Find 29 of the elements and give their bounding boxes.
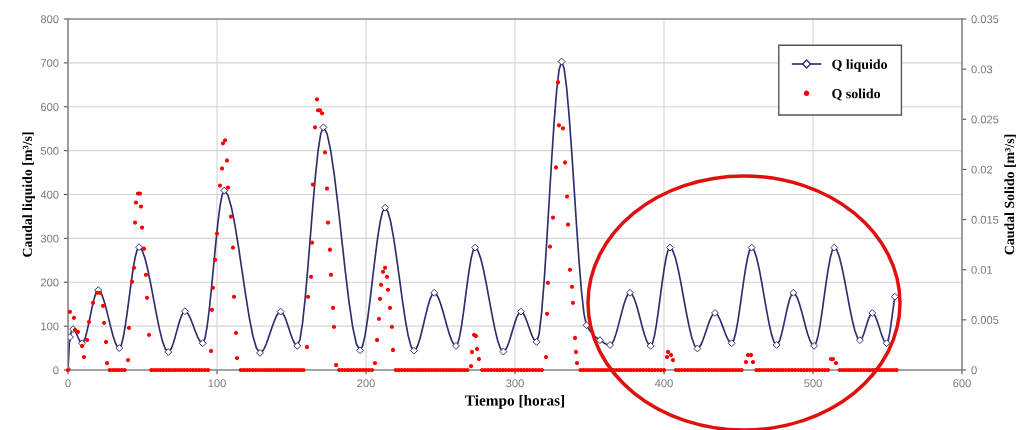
y2-tick-label: 0.035 [971, 15, 999, 24]
y2-tick-label: 0.01 [971, 265, 993, 274]
y-tick-label: 400 [40, 190, 59, 199]
y-tick-label: 300 [40, 234, 59, 243]
x-tick-label: 600 [953, 379, 971, 388]
y2-tick-label: 0.025 [971, 115, 999, 124]
y2-tick-label: 0.015 [971, 215, 999, 224]
y-tick-label: 700 [41, 59, 59, 68]
x-tick-label: 500 [804, 379, 822, 388]
y2-tick-label: 0.02 [971, 165, 993, 174]
y-tick-label: 600 [41, 103, 59, 111]
x-tick-label: 0 [65, 379, 71, 388]
y2-axis-title: Caudal Solido [m³/s] [1004, 134, 1016, 255]
legend-label: Q solido [832, 88, 881, 101]
legend-label: Q liquido [832, 59, 887, 72]
x-tick-label: 300 [506, 379, 524, 388]
x-tick-label: 100 [208, 379, 226, 388]
y2-tick-label: 0.03 [971, 65, 993, 74]
x-tick-label: 400 [654, 379, 673, 388]
y2-tick-label: 0.005 [971, 316, 999, 324]
x-axis-title: Tiempo [horas] [465, 394, 565, 409]
y-axis-title: Caudal liquido [m³/s] [22, 132, 35, 257]
y2-tick-label: 0 [971, 366, 977, 375]
y-tick-label: 800 [40, 15, 59, 24]
y-tick-label: 100 [41, 322, 59, 331]
x-tick-label: 200 [357, 379, 375, 388]
y-tick-label: 500 [40, 146, 59, 155]
y-tick-label: 0 [53, 366, 59, 375]
y-tick-label: 200 [40, 278, 59, 287]
